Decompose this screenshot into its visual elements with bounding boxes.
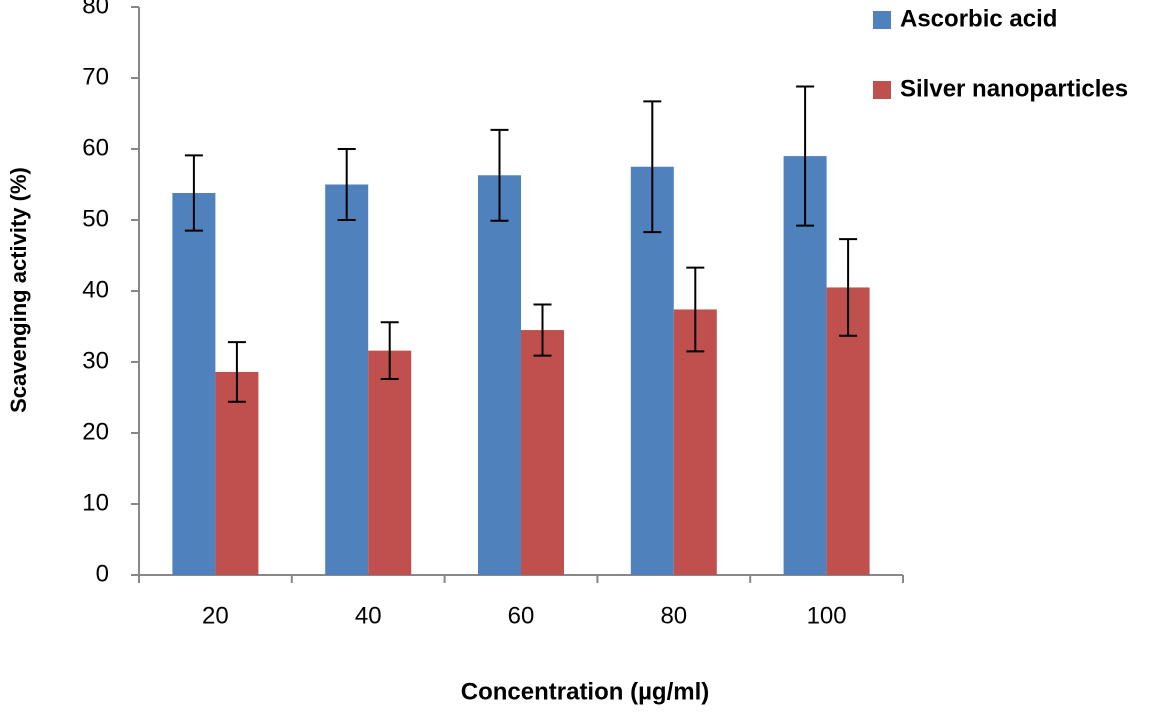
error-bar [839,238,858,337]
x-tick-label: 20 [202,602,229,629]
error-bar [533,303,552,357]
y-tick-label: 30 [82,347,109,374]
bar [215,371,259,575]
bar [521,330,564,575]
x-axis-label: Concentration (µg/ml) [461,678,709,705]
y-tick-label: 80 [82,0,109,19]
y-tick-label: 40 [82,276,109,303]
x-tick-label: 40 [355,602,382,629]
bar [630,166,674,575]
error-bar [337,148,356,221]
error-bar [380,321,399,381]
error-bar [227,341,246,403]
legend-swatch [873,11,891,29]
bar [673,309,717,575]
error-bar [643,100,662,234]
bar [478,175,521,575]
y-axis-label: Scavenging activity (%) [6,167,31,413]
legend-label: Ascorbic acid [900,5,1057,32]
y-tick-label: 10 [82,489,109,516]
legend-swatch [873,81,891,99]
y-tick-label: 20 [82,418,109,445]
x-tick-label: 60 [508,602,535,629]
error-bar [184,154,203,232]
error-bar [796,85,815,227]
y-tick-label: 50 [82,205,109,232]
error-bar [686,266,705,353]
x-tick-label: 80 [660,602,687,629]
bar [325,184,369,575]
error-bar [490,128,509,222]
bar [172,193,216,575]
bar [368,350,412,575]
y-tick-label: 60 [82,134,109,161]
x-tick-label: 100 [807,602,847,629]
y-tick-label: 0 [96,560,109,587]
y-tick-label: 70 [82,63,109,90]
legend-label: Silver nanoparticles [900,75,1128,102]
